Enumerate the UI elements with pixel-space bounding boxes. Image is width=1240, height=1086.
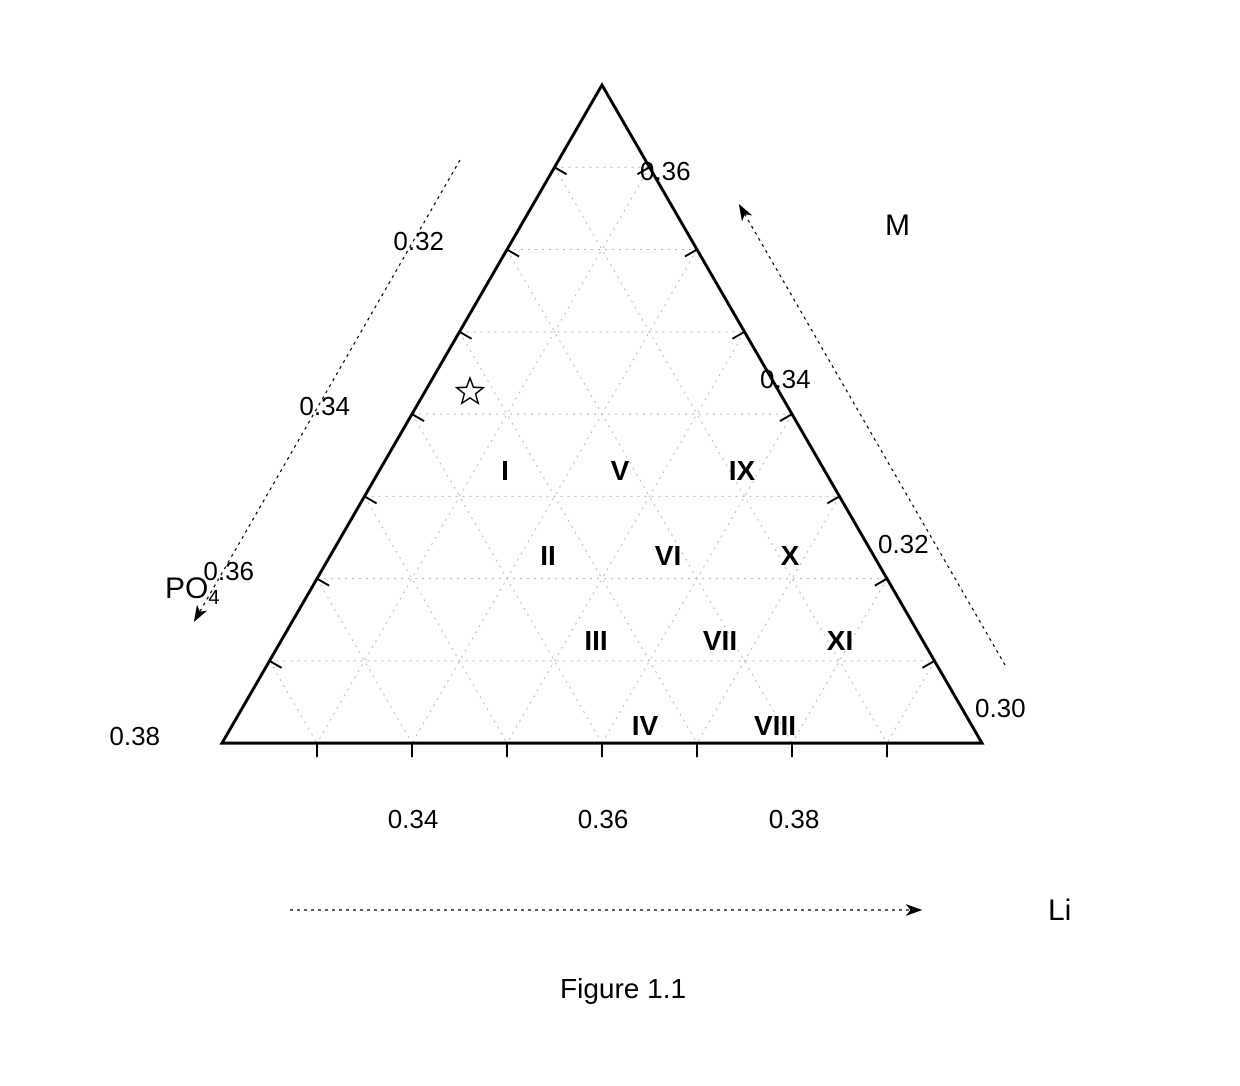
left-tick-label: 0.38 bbox=[109, 721, 160, 751]
right-tick-label: 0.36 bbox=[640, 156, 691, 186]
right-tick-label: 0.32 bbox=[878, 529, 929, 559]
axis-label-m: M bbox=[885, 209, 910, 242]
region-label: II bbox=[540, 540, 556, 571]
left-tick-label: 0.34 bbox=[299, 391, 350, 421]
region-label: X bbox=[781, 540, 800, 571]
region-label: IX bbox=[729, 455, 756, 486]
bottom-tick-label: 0.36 bbox=[578, 804, 629, 834]
axis-label-li: Li bbox=[1048, 894, 1071, 927]
region-label: VIII bbox=[754, 710, 796, 741]
region-label: VI bbox=[655, 540, 681, 571]
region-label: XI bbox=[827, 625, 853, 656]
region-label: IV bbox=[632, 710, 659, 741]
region-label: V bbox=[611, 455, 630, 486]
right-tick-label: 0.30 bbox=[975, 693, 1026, 723]
left-tick-label: 0.32 bbox=[393, 226, 444, 256]
region-label: VII bbox=[703, 625, 737, 656]
region-label: III bbox=[584, 625, 607, 656]
bottom-tick-label: 0.38 bbox=[769, 804, 820, 834]
right-tick-label: 0.34 bbox=[760, 364, 811, 394]
bottom-tick-label: 0.34 bbox=[388, 804, 439, 834]
figure-caption: Figure 1.1 bbox=[560, 973, 686, 1004]
region-label: I bbox=[501, 455, 509, 486]
